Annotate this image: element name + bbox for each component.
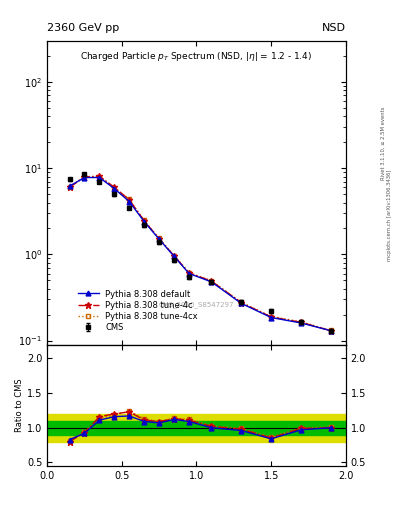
- Pythia 8.308 default: [127, 199, 132, 205]
- Legend: Pythia 8.308 default, Pythia 8.308 tune-4c, Pythia 8.308 tune-4cx, CMS: Pythia 8.308 default, Pythia 8.308 tune-…: [75, 287, 200, 334]
- Pythia 8.308 tune-4cx: [172, 252, 176, 259]
- Pythia 8.308 default: [329, 328, 333, 334]
- Pythia 8.308 tune-4c: [97, 173, 102, 179]
- Pythia 8.308 default: [187, 270, 191, 276]
- Text: CMS_2010_S8547297: CMS_2010_S8547297: [159, 302, 234, 308]
- Pythia 8.308 default: [239, 301, 244, 307]
- Pythia 8.308 tune-4cx: [209, 278, 214, 284]
- Pythia 8.308 tune-4c: [142, 218, 147, 224]
- Pythia 8.308 default: [269, 314, 274, 321]
- Text: NSD: NSD: [322, 23, 346, 33]
- Pythia 8.308 tune-4cx: [112, 185, 117, 191]
- Pythia 8.308 tune-4cx: [157, 236, 162, 242]
- Pythia 8.308 tune-4c: [67, 184, 72, 190]
- Text: mcplots.cern.ch [arXiv:1306.3436]: mcplots.cern.ch [arXiv:1306.3436]: [387, 169, 391, 261]
- Pythia 8.308 tune-4c: [209, 278, 214, 284]
- Pythia 8.308 tune-4cx: [82, 174, 87, 180]
- Pythia 8.308 tune-4cx: [329, 327, 333, 333]
- Pythia 8.308 default: [299, 320, 303, 326]
- Pythia 8.308 tune-4c: [187, 270, 191, 276]
- Pythia 8.308 tune-4cx: [97, 174, 102, 180]
- Pythia 8.308 tune-4c: [157, 236, 162, 242]
- Pythia 8.308 default: [157, 236, 162, 242]
- Pythia 8.308 tune-4c: [127, 197, 132, 203]
- Pythia 8.308 tune-4c: [299, 319, 303, 325]
- Pythia 8.308 default: [112, 185, 117, 191]
- Pythia 8.308 tune-4c: [112, 184, 117, 190]
- Text: 2360 GeV pp: 2360 GeV pp: [47, 23, 119, 33]
- Pythia 8.308 tune-4c: [82, 174, 87, 180]
- Pythia 8.308 default: [209, 279, 214, 285]
- Y-axis label: Ratio to CMS: Ratio to CMS: [15, 378, 24, 432]
- Pythia 8.308 tune-4cx: [127, 196, 132, 202]
- Pythia 8.308 default: [142, 219, 147, 225]
- Text: Rivet 3.1.10, ≥ 2.5M events: Rivet 3.1.10, ≥ 2.5M events: [381, 106, 386, 180]
- Pythia 8.308 default: [82, 175, 87, 181]
- Pythia 8.308 tune-4c: [269, 314, 274, 320]
- Pythia 8.308 default: [172, 253, 176, 260]
- Pythia 8.308 tune-4cx: [142, 217, 147, 223]
- Pythia 8.308 default: [97, 175, 102, 181]
- Pythia 8.308 tune-4cx: [299, 319, 303, 325]
- Text: Charged Particle $p_T$ Spectrum (NSD, $|\eta|$ = 1.2 - 1.4): Charged Particle $p_T$ Spectrum (NSD, $|…: [81, 50, 312, 63]
- Line: Pythia 8.308 tune-4cx: Pythia 8.308 tune-4cx: [67, 174, 333, 333]
- Line: Pythia 8.308 tune-4c: Pythia 8.308 tune-4c: [66, 173, 334, 334]
- Pythia 8.308 tune-4c: [239, 300, 244, 306]
- Pythia 8.308 tune-4cx: [67, 184, 72, 190]
- Pythia 8.308 tune-4cx: [239, 299, 244, 305]
- Pythia 8.308 default: [67, 183, 72, 189]
- Pythia 8.308 tune-4c: [329, 328, 333, 334]
- Pythia 8.308 tune-4cx: [187, 269, 191, 275]
- Pythia 8.308 tune-4cx: [269, 313, 274, 319]
- Pythia 8.308 tune-4c: [172, 253, 176, 259]
- Line: Pythia 8.308 default: Pythia 8.308 default: [67, 175, 333, 333]
